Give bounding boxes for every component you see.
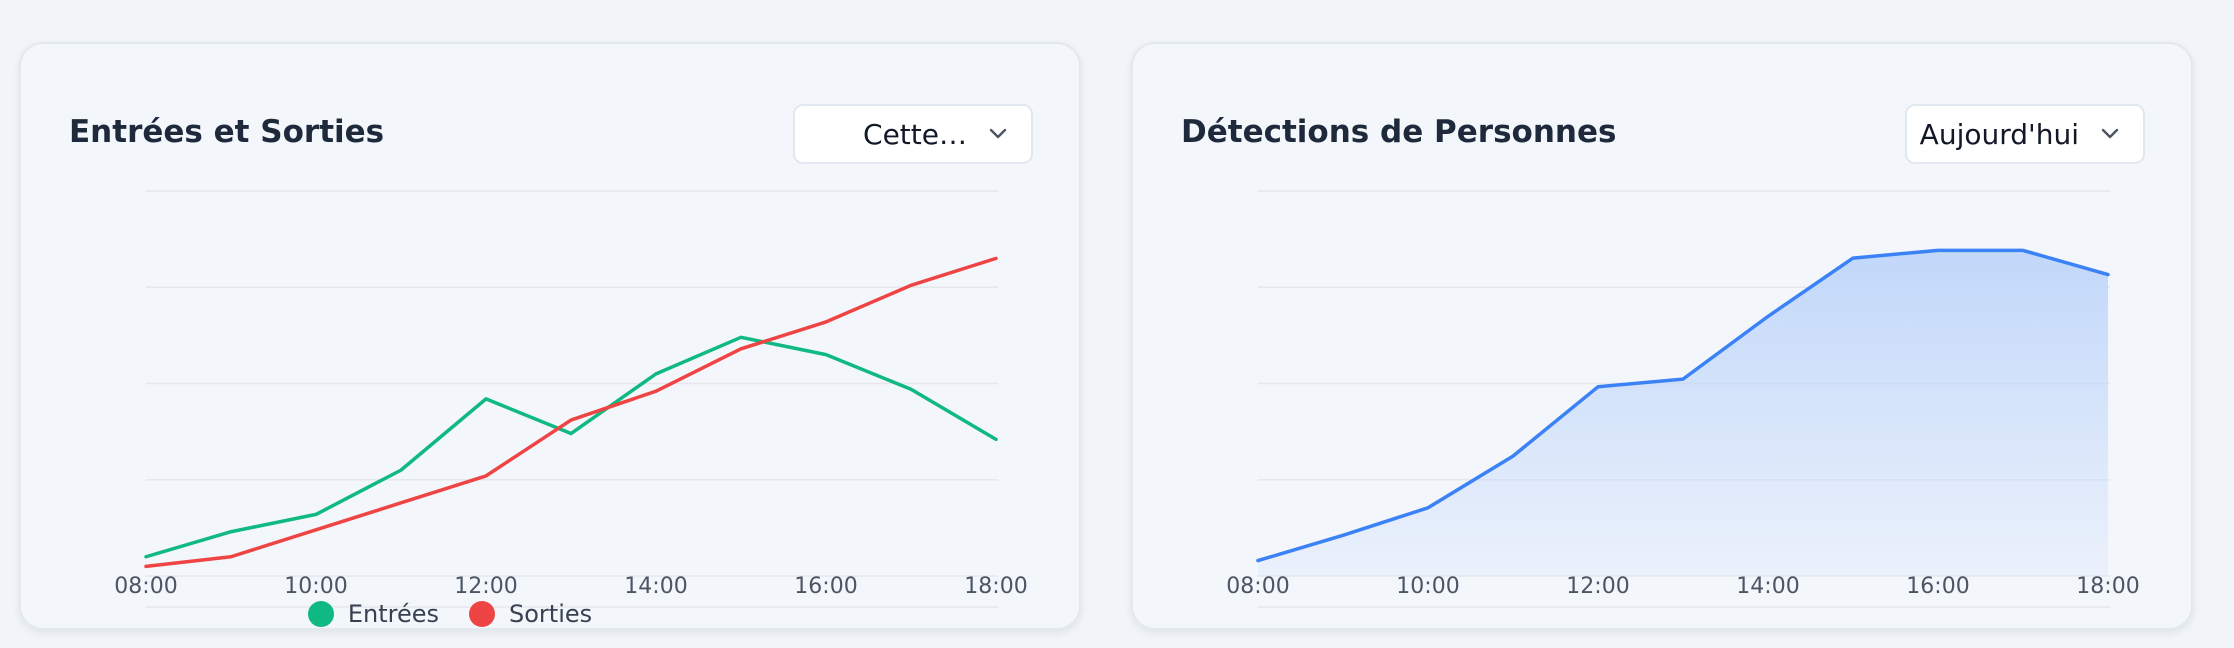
- area-fill: [1258, 250, 2108, 576]
- x-tick-label: 12:00: [1566, 574, 1629, 599]
- x-tick-label: 12:00: [454, 574, 517, 599]
- series-line: [144, 256, 998, 569]
- entries-exits-legend: Entrées Sorties: [0, 600, 979, 628]
- x-tick-label: 10:00: [1396, 574, 1459, 599]
- x-tick-label: 08:00: [1226, 574, 1289, 599]
- period-select-detections[interactable]: Aujourd'hui: [1905, 104, 2145, 164]
- x-tick-label: 16:00: [1906, 574, 1969, 599]
- series-line: [144, 335, 998, 559]
- legend-item-entries[interactable]: Entrées: [307, 600, 440, 628]
- x-tick-label: 18:00: [2076, 574, 2139, 599]
- x-tick-label: 08:00: [114, 574, 177, 599]
- legend-dot-exits: [469, 601, 496, 627]
- legend-dot-entries: [307, 601, 334, 627]
- x-tick-label: 14:00: [624, 574, 687, 599]
- person-detections-chart: 08:00 10:00 12:00 14:00 16:00 18:00: [1226, 190, 2140, 608]
- legend-item-exits[interactable]: Sorties: [469, 600, 592, 628]
- legend-label-exits: Sorties: [509, 600, 593, 628]
- person-detections-card: Détections de Personnes Aujourd'hui 08:0…: [1131, 42, 2193, 630]
- x-tick-label: 14:00: [1736, 574, 1799, 599]
- series-line: [1256, 248, 2110, 563]
- person-detections-title: Détections de Personnes: [1181, 114, 1617, 150]
- entries-exits-card: Entrées et Sorties Cette… 08:00 10:00 12:0…: [19, 42, 1081, 630]
- legend-label-entries: Entrées: [347, 600, 440, 628]
- x-tick-label: 18:00: [964, 574, 1027, 599]
- chevron-down-icon: [989, 128, 1007, 139]
- period-select-entries[interactable]: Cette…: [793, 104, 1033, 164]
- x-tick-label: 16:00: [794, 574, 857, 599]
- entries-exits-title: Entrées et Sorties: [69, 114, 385, 150]
- x-tick-label: 10:00: [284, 574, 347, 599]
- entries-exits-chart: 08:00 10:00 12:00 14:00 16:00 18:00: [114, 190, 1028, 608]
- chevron-down-icon: [2101, 128, 2119, 139]
